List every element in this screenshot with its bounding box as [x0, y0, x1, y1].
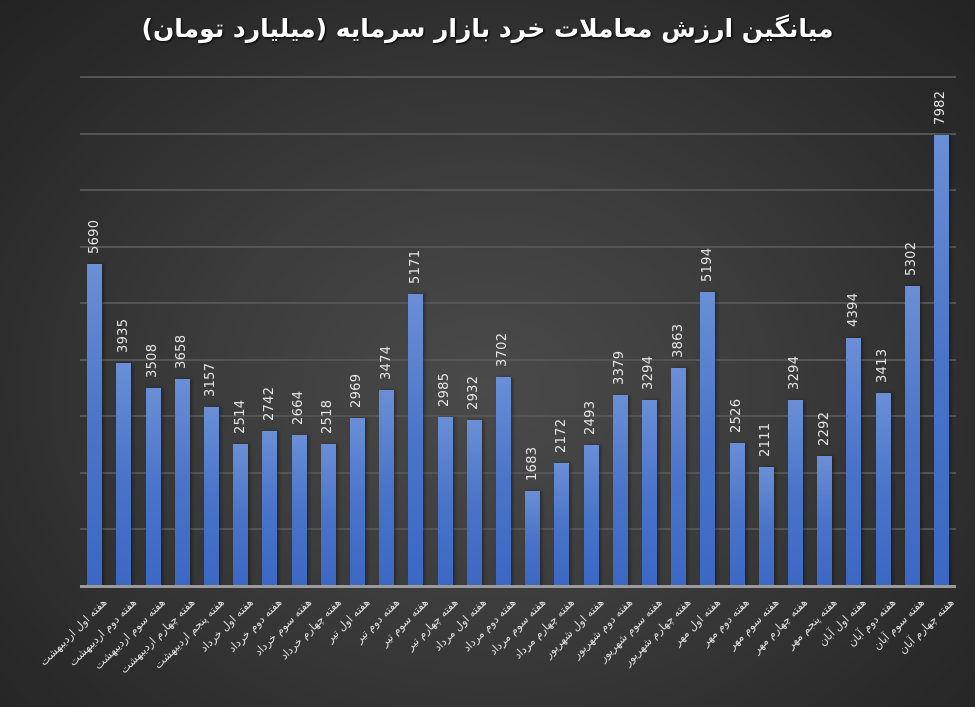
data-label: 2985 — [437, 372, 452, 408]
bar[interactable] — [495, 376, 511, 586]
data-label: 3863 — [670, 323, 686, 358]
data-label: 2172 — [553, 418, 569, 454]
data-label: 2493 — [583, 400, 598, 435]
gridline — [80, 302, 956, 305]
bar[interactable] — [349, 418, 365, 586]
data-label: 5171 — [407, 249, 423, 284]
data-label: 7982 — [933, 90, 949, 125]
data-label: 3935 — [115, 319, 131, 354]
data-label: 3379 — [612, 350, 628, 385]
data-label: 3294 — [641, 355, 657, 390]
gridline — [80, 415, 956, 418]
data-label: 2742 — [261, 386, 277, 421]
plot-area: 5690 3935 3508 3658 3157 2514 2742 2664 2518 2969… — [80, 76, 956, 586]
bar[interactable] — [145, 387, 161, 586]
bar[interactable] — [700, 292, 716, 586]
bar[interactable] — [904, 286, 920, 586]
bar[interactable] — [817, 456, 833, 586]
bar[interactable] — [116, 363, 132, 586]
data-label: 4394 — [845, 293, 861, 328]
bar[interactable] — [87, 264, 103, 586]
data-label: 2514 — [232, 399, 248, 434]
data-label: 2664 — [291, 391, 306, 426]
bar[interactable] — [933, 134, 949, 586]
data-label: 2518 — [320, 399, 336, 434]
data-label: 1683 — [524, 446, 540, 481]
data-label: 3702 — [495, 332, 511, 367]
data-label: 3294 — [787, 355, 803, 390]
bar[interactable] — [641, 399, 657, 586]
bar[interactable] — [787, 399, 803, 586]
data-label: 2969 — [349, 373, 365, 409]
gridline — [80, 189, 956, 192]
gridline — [80, 358, 956, 361]
bar[interactable] — [437, 417, 453, 586]
gridline — [80, 471, 956, 474]
bar[interactable] — [729, 443, 745, 586]
bar[interactable] — [233, 443, 249, 586]
bar[interactable] — [583, 445, 599, 586]
data-label: 5302 — [904, 241, 920, 277]
bar[interactable] — [320, 443, 336, 586]
data-label: 2526 — [729, 398, 744, 434]
data-label: 5690 — [86, 219, 102, 255]
bar[interactable] — [291, 435, 307, 586]
bar[interactable] — [262, 430, 278, 586]
bar[interactable] — [408, 293, 424, 586]
bar[interactable] — [612, 394, 628, 586]
chart-title: میانگین ارزش معاملات خرد بازار سرمایه (م… — [141, 14, 834, 43]
gridline — [80, 528, 956, 531]
bar[interactable] — [554, 463, 570, 586]
gridline — [80, 76, 956, 78]
bar[interactable] — [875, 392, 891, 586]
bar[interactable] — [758, 466, 774, 586]
bar[interactable] — [671, 367, 687, 586]
data-label: 3658 — [174, 334, 190, 370]
bar[interactable] — [379, 389, 395, 586]
data-label: 3413 — [875, 348, 890, 383]
bar[interactable] — [846, 337, 862, 586]
bar[interactable] — [174, 379, 190, 586]
bar[interactable] — [466, 420, 482, 586]
data-label: 5194 — [699, 247, 715, 283]
data-label: 3474 — [378, 345, 394, 380]
gridline — [80, 245, 956, 248]
bar[interactable] — [525, 490, 541, 586]
data-label: 3157 — [203, 363, 219, 398]
bar[interactable] — [203, 407, 219, 586]
data-label: 2932 — [466, 375, 482, 411]
data-label: 2292 — [816, 412, 832, 447]
data-label: 3508 — [145, 343, 160, 378]
data-label: 2111 — [758, 422, 774, 457]
gridline — [80, 132, 956, 135]
x-axis-line — [80, 585, 956, 588]
